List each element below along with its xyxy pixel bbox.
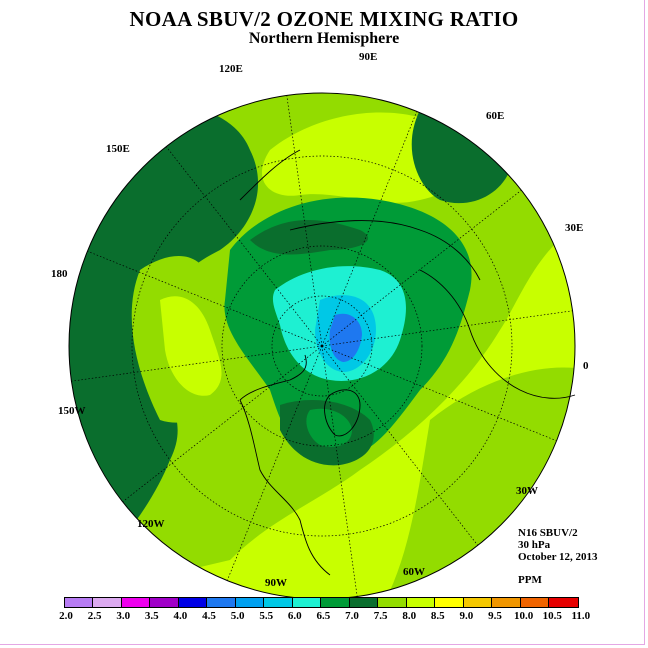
colorbar-tick-label: 7.0 [345,610,359,622]
coastline-asia [239,149,481,281]
meridian-line [321,310,573,347]
meridian-line [165,146,323,347]
colorbar-tick-label: 5.5 [259,610,274,622]
meridian-line [321,345,479,546]
colorbar-tick-label: 8.0 [402,610,417,622]
colorbar-swatch [121,598,151,607]
band-7-0-inner [250,220,369,255]
colorbar-tick-label: 3.5 [144,610,159,622]
ozone-field [69,93,575,599]
colorbar-ticks: 2.0 2.5 3.0 3.5 4.0 4.5 5.0 5.5 6.0 6.5 7.0 7.5 8.0 8… [0,610,648,624]
lon-label-120w: 120W [137,518,165,530]
meridian-line [321,345,358,597]
band-8-0-tongue [160,296,222,396]
lat-circle-75 [271,295,373,397]
colorbar-tick-label: 2.5 [87,610,102,622]
colorbar-tick-label: 10.0 [513,610,534,622]
colorbar-swatch [207,598,236,607]
meridian-line [226,345,323,581]
lon-label-30e: 30E [565,222,584,234]
colorbar [64,597,579,608]
lat-circle-60 [221,245,423,447]
colorbar-tick-label: 6.0 [287,610,302,622]
colorbar-tick-label: 2.0 [59,610,73,622]
colorbar-tick-label: 9.5 [488,610,502,622]
instrument-text: N16 SBUV/2 [518,527,578,539]
colorbar-tick-label: 3.0 [116,610,131,622]
colorbar-tick-label: 11.0 [571,610,591,622]
colorbar-swatch [492,598,521,607]
lon-label-150e: 150E [106,143,130,155]
date-text: October 12, 2013 [518,551,598,563]
meridian-line [321,111,418,347]
info-block: N16 SBUV/2 30 hPa October 12, 2013 [518,527,598,563]
colorbar-swatch [292,598,322,607]
lon-label-150w: 150W [58,405,86,417]
colorbar-tick-label: 4.0 [173,610,188,622]
lon-label-60e: 60E [486,110,505,122]
colorbar-swatch [520,598,550,607]
coastline-north-america [239,354,331,576]
colorbar-swatch [435,598,464,607]
meridian-line [286,95,323,347]
colorbar-swatch [178,598,208,607]
colorbar-swatch [65,598,94,607]
units-label: PPM [518,574,542,586]
meridian-line [321,189,522,347]
colorbar-swatch [150,598,179,607]
lon-label-90e: 90E [359,51,378,63]
colorbar-swatch [93,598,122,607]
lat-circle-30 [131,155,513,537]
colorbar-swatch [349,598,379,607]
band-7-0-west [69,103,258,599]
colorbar-swatch [549,598,578,607]
lon-label-30w: 30W [516,485,538,497]
colorbar-swatch [406,598,436,607]
map-title: NOAA SBUV/2 OZONE MIXING RATIO [129,7,519,31]
lon-label-120e: 120E [219,63,243,75]
colorbar-tick-label: 7.5 [373,610,388,622]
band-5-0 [329,313,362,362]
coastline-greenland [324,389,361,437]
coastlines [239,149,576,576]
colorbar-tick-label: 4.5 [202,610,216,622]
graticule [131,155,513,537]
colorbar-tick-label: 6.5 [316,610,331,622]
colorbar-swatch [378,598,407,607]
colorbar-tick-label: 9.0 [459,610,474,622]
colorbar-swatch [463,598,493,607]
lon-label-60w: 60W [403,566,425,578]
meridian-line [71,345,323,382]
lon-label-90w: 90W [265,577,287,589]
colorbar-swatch [321,598,350,607]
pressure-level-text: 30 hPa [518,539,551,551]
meridian-line [122,345,323,503]
lon-label-180: 180 [51,268,68,280]
colorbar-swatch [235,598,265,607]
colorbar-tick-label: 10.5 [542,610,562,622]
colorbar-tick-label: 5.0 [230,610,245,622]
coastline-europe [419,269,576,399]
meridian-line [87,250,323,347]
lon-label-0: 0 [583,360,589,372]
colorbar-tick-label: 8.5 [430,610,445,622]
meridian-line [321,345,557,442]
map-subtitle: Northern Hemisphere [248,30,400,47]
meridians [71,95,573,597]
colorbar-swatch [264,598,293,607]
